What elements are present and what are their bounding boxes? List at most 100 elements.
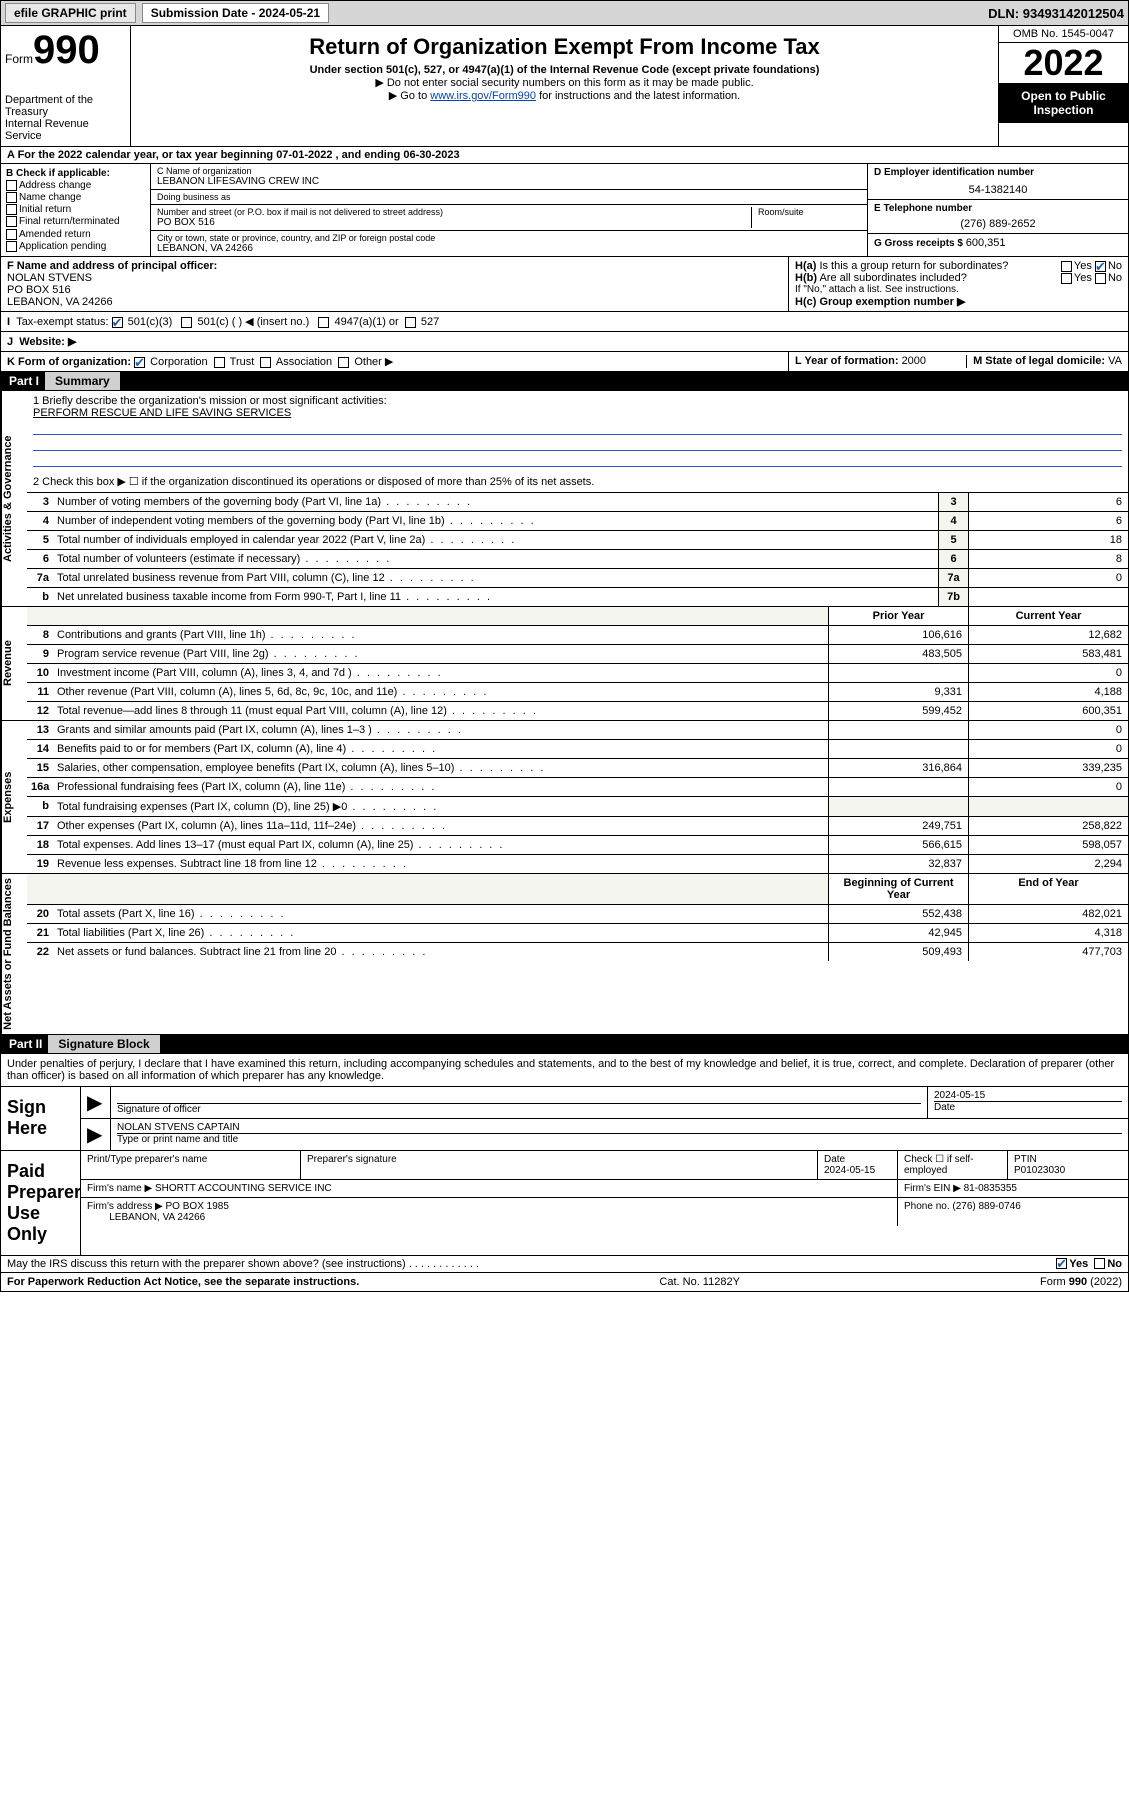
gross-receipts: 600,351 [966,237,1006,249]
room-suite-label: Room/suite [758,207,861,217]
ck-assoc[interactable] [260,357,271,368]
gov-line: 6Total number of volunteers (estimate if… [27,550,1128,569]
paid-preparer-block: Paid Preparer Use Only Print/Type prepar… [0,1151,1129,1256]
tax-year: 2022 [999,43,1128,83]
data-line: 20Total assets (Part X, line 16)552,4384… [27,905,1128,924]
sign-here-block: Sign Here ▶ Signature of officer 2024-05… [0,1087,1129,1151]
ck-final-return[interactable] [6,216,17,227]
form-word: Form [5,52,33,66]
ck-discuss-yes[interactable] [1056,1258,1067,1269]
irs-label: Internal Revenue Service [5,118,126,142]
ssn-note: ▶ Do not enter social security numbers o… [139,76,990,89]
discuss-row: May the IRS discuss this return with the… [0,1256,1129,1273]
telephone: (276) 889-2652 [874,218,1122,230]
ck-4947[interactable] [318,317,329,328]
ck-amended[interactable] [6,229,17,240]
part1-header: Part ISummary [0,372,1129,391]
ck-discuss-no[interactable] [1094,1258,1105,1269]
section-bcd: B Check if applicable: Address change Na… [0,164,1129,257]
form-subtitle: Under section 501(c), 527, or 4947(a)(1)… [139,64,990,76]
data-line: 17Other expenses (Part IX, column (A), l… [27,817,1128,836]
state-domicile: VA [1108,355,1122,367]
ck-ha-yes[interactable] [1061,261,1072,272]
vtab-expenses: Expenses [1,721,27,873]
data-line: 22Net assets or fund balances. Subtract … [27,943,1128,961]
ck-hb-no[interactable] [1095,273,1106,284]
col-d-ids: D Employer identification number 54-1382… [868,164,1128,256]
data-line: 10Investment income (Part VIII, column (… [27,664,1128,683]
rev-col-headers: Prior Year Current Year [27,607,1128,626]
row-f-h: F Name and address of principal officer:… [0,257,1129,312]
revenue-block: Revenue Prior Year Current Year 8Contrib… [0,607,1129,721]
gov-line: 3Number of voting members of the governi… [27,493,1128,512]
gov-line: bNet unrelated business taxable income f… [27,588,1128,606]
firm-phone: (276) 889-0746 [952,1201,1020,1212]
ck-initial-return[interactable] [6,204,17,215]
data-line: 9Program service revenue (Part VIII, lin… [27,645,1128,664]
row-a-tax-year: A For the 2022 calendar year, or tax yea… [0,147,1129,164]
paid-preparer-label: Paid Preparer Use Only [1,1151,81,1255]
gov-line: 7aTotal unrelated business revenue from … [27,569,1128,588]
firm-addr2: LEBANON, VA 24266 [109,1212,205,1223]
ptin: P01023030 [1014,1165,1065,1176]
row-i: I Tax-exempt status: 501(c)(3) 501(c) ( … [0,312,1129,332]
open-inspection: Open to Public Inspection [999,83,1128,123]
firm-addr1: PO BOX 1985 [166,1201,229,1212]
sign-here-label: Sign Here [1,1087,81,1150]
sign-date: 2024-05-15 [934,1090,1122,1101]
gov-line: 5Total number of individuals employed in… [27,531,1128,550]
irs-link[interactable]: www.irs.gov/Form990 [430,90,536,102]
vtab-revenue: Revenue [1,607,27,720]
data-line: bTotal fundraising expenses (Part IX, co… [27,797,1128,817]
na-col-headers: Beginning of Current Year End of Year [27,874,1128,905]
self-employed-check[interactable]: Check ☐ if self-employed [898,1151,1008,1179]
ck-ha-no[interactable] [1095,261,1106,272]
form-title: Return of Organization Exempt From Incom… [139,34,990,60]
part2-header: Part IISignature Block [0,1035,1129,1054]
data-line: 15Salaries, other compensation, employee… [27,759,1128,778]
goto-note: ▶ Go to www.irs.gov/Form990 for instruct… [139,89,990,102]
efile-print-button[interactable]: efile GRAPHIC print [5,3,136,23]
form-header: Form990 Department of the Treasury Inter… [0,26,1129,147]
org-name: LEBANON LIFESAVING CREW INC [157,176,861,187]
mission-label: 1 Briefly describe the organization's mi… [33,395,1122,407]
prep-date: 2024-05-15 [824,1165,875,1176]
dln: DLN: 93493142012504 [988,6,1124,21]
data-line: 18Total expenses. Add lines 13–17 (must … [27,836,1128,855]
submission-date: Submission Date - 2024-05-21 [142,3,329,23]
page-footer: For Paperwork Reduction Act Notice, see … [0,1273,1129,1292]
ck-501c3[interactable] [112,317,123,328]
ck-address-change[interactable] [6,180,17,191]
officer-addr1: PO BOX 516 [7,284,782,296]
data-line: 21Total liabilities (Part X, line 26)42,… [27,924,1128,943]
city-zip: LEBANON, VA 24266 [157,243,861,254]
mission-text: PERFORM RESCUE AND LIFE SAVING SERVICES [33,407,1122,419]
data-line: 14Benefits paid to or for members (Part … [27,740,1128,759]
ck-other[interactable] [338,357,349,368]
data-line: 11Other revenue (Part VIII, column (A), … [27,683,1128,702]
ck-application-pending[interactable] [6,241,17,252]
firm-name: SHORTT ACCOUNTING SERVICE INC [155,1183,332,1194]
penalty-statement: Under penalties of perjury, I declare th… [0,1054,1129,1087]
signature-label: Signature of officer [117,1104,921,1115]
vtab-governance: Activities & Governance [1,391,27,606]
ck-corp[interactable] [134,357,145,368]
expenses-block: Expenses 13Grants and similar amounts pa… [0,721,1129,874]
ck-name-change[interactable] [6,192,17,203]
form-number: 990 [33,28,100,72]
officer-name: NOLAN STVENS [7,272,782,284]
ein: 54-1382140 [874,184,1122,196]
vtab-net-assets: Net Assets or Fund Balances [1,874,27,1034]
data-line: 16aProfessional fundraising fees (Part I… [27,778,1128,797]
data-line: 8Contributions and grants (Part VIII, li… [27,626,1128,645]
ck-hb-yes[interactable] [1061,273,1072,284]
data-line: 19Revenue less expenses. Subtract line 1… [27,855,1128,873]
ck-trust[interactable] [214,357,225,368]
ck-501c[interactable] [181,317,192,328]
gov-line: 4Number of independent voting members of… [27,512,1128,531]
officer-print-name: NOLAN STVENS CAPTAIN [117,1122,1122,1133]
top-bar: efile GRAPHIC print Submission Date - 20… [0,0,1129,26]
dept-treasury: Department of the Treasury [5,94,126,118]
ck-527[interactable] [405,317,416,328]
data-line: 13Grants and similar amounts paid (Part … [27,721,1128,740]
